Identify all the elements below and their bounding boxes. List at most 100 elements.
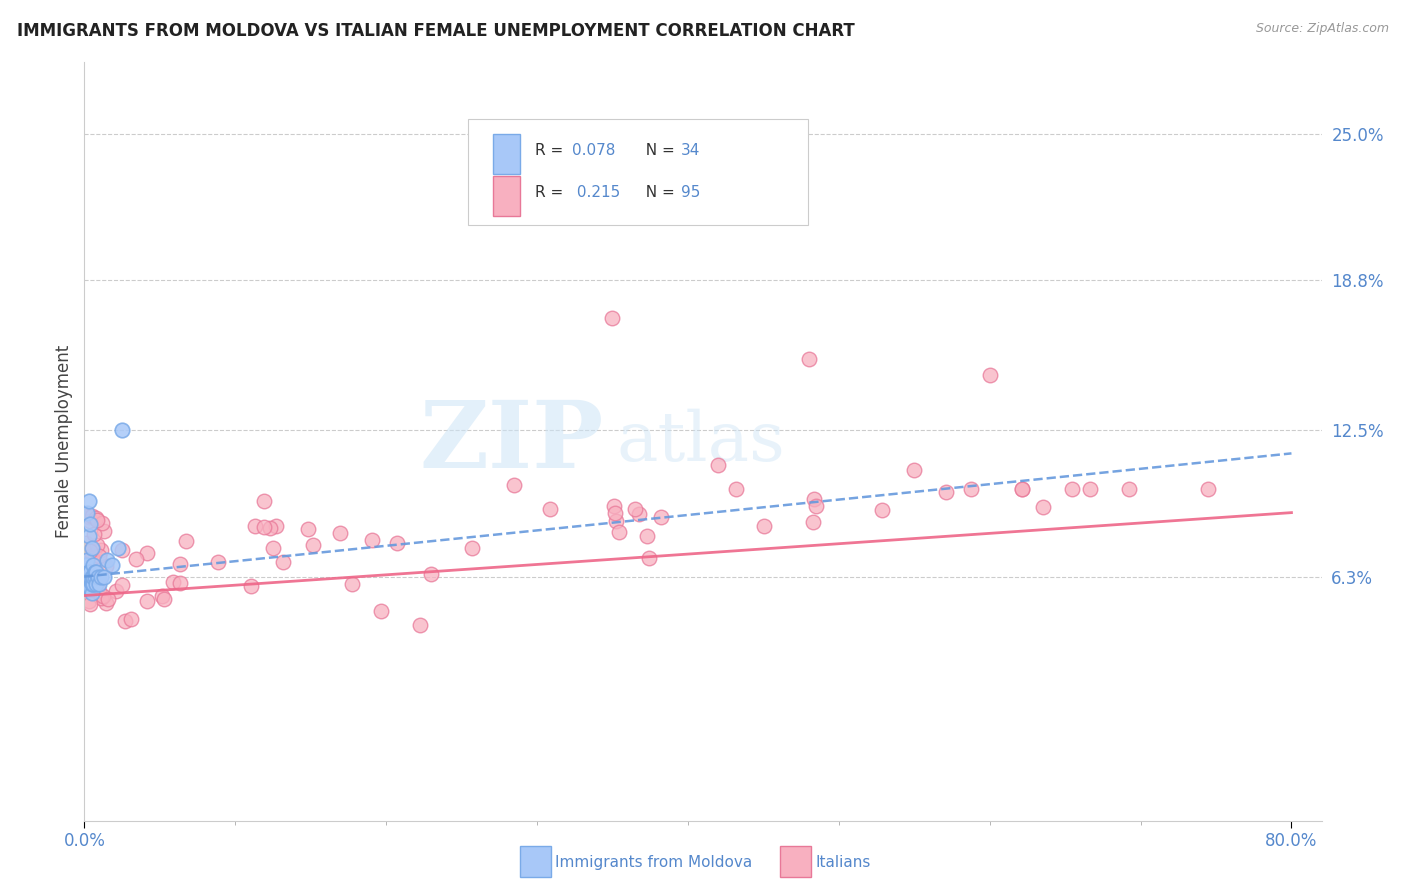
Point — [107, 541, 129, 556]
Text: 34: 34 — [681, 143, 700, 158]
Point — [93, 589, 115, 603]
Point — [264, 518, 287, 533]
Point — [329, 525, 352, 540]
FancyBboxPatch shape — [492, 176, 520, 216]
Point — [605, 514, 627, 528]
Point — [870, 502, 893, 516]
Point — [385, 536, 408, 550]
Point — [89, 576, 111, 591]
Text: Italians: Italians — [815, 855, 870, 870]
Point — [259, 521, 281, 535]
Point — [87, 549, 110, 563]
Point — [419, 567, 441, 582]
Text: N =: N = — [636, 143, 681, 158]
Point — [82, 569, 104, 583]
Point — [90, 591, 112, 606]
Point — [262, 541, 284, 555]
Point — [77, 565, 100, 579]
FancyBboxPatch shape — [468, 120, 808, 226]
Point — [111, 423, 134, 437]
Point — [153, 592, 176, 607]
Point — [79, 569, 101, 583]
Point — [79, 565, 101, 579]
Point — [77, 582, 100, 596]
Point — [77, 493, 100, 508]
Point — [174, 533, 197, 548]
Point — [461, 541, 484, 555]
Point — [724, 482, 747, 496]
Point — [245, 519, 267, 533]
Point — [903, 463, 925, 477]
Point — [84, 569, 107, 583]
Point — [87, 584, 110, 599]
Text: 0.215: 0.215 — [572, 185, 620, 200]
Point — [120, 612, 142, 626]
Point — [79, 597, 101, 611]
Point — [1062, 482, 1084, 496]
Point — [637, 551, 659, 566]
Point — [83, 527, 105, 541]
Point — [125, 552, 148, 566]
Point — [1032, 500, 1054, 515]
Text: IMMIGRANTS FROM MOLDOVA VS ITALIAN FEMALE UNEMPLOYMENT CORRELATION CHART: IMMIGRANTS FROM MOLDOVA VS ITALIAN FEMAL… — [17, 22, 855, 40]
Point — [76, 565, 98, 579]
Point — [1011, 482, 1033, 496]
Point — [80, 541, 103, 556]
Point — [797, 351, 820, 366]
Point — [253, 520, 276, 534]
Point — [111, 578, 134, 592]
Point — [77, 510, 100, 524]
Point — [754, 519, 776, 533]
Point — [1078, 482, 1101, 496]
Point — [603, 499, 626, 513]
Point — [803, 516, 825, 530]
Point — [76, 576, 98, 591]
Point — [409, 617, 432, 632]
Point — [75, 569, 97, 583]
Point — [93, 524, 115, 538]
Point — [80, 586, 103, 600]
Point — [162, 574, 184, 589]
Point — [87, 572, 110, 586]
Point — [82, 576, 104, 591]
Point — [602, 311, 624, 326]
FancyBboxPatch shape — [492, 135, 520, 174]
Point — [240, 578, 263, 592]
Point — [803, 492, 825, 507]
Point — [77, 529, 100, 543]
Point — [86, 565, 108, 579]
Text: R =: R = — [534, 185, 568, 200]
Point — [80, 576, 103, 591]
Point — [169, 576, 191, 591]
Point — [75, 535, 97, 549]
Point — [628, 507, 651, 521]
Point — [93, 569, 115, 583]
Point — [271, 555, 294, 569]
Point — [207, 556, 229, 570]
Point — [77, 582, 100, 597]
Point — [979, 368, 1001, 383]
Point — [114, 614, 136, 628]
Text: ZIP: ZIP — [420, 397, 605, 486]
Point — [960, 482, 983, 496]
Point — [86, 576, 108, 591]
Text: Immigrants from Moldova: Immigrants from Moldova — [555, 855, 752, 870]
Point — [79, 514, 101, 528]
Point — [804, 499, 827, 513]
Point — [607, 524, 630, 539]
Point — [150, 590, 173, 604]
Point — [86, 513, 108, 527]
Point — [1118, 482, 1140, 496]
Point — [111, 543, 134, 558]
Point — [77, 569, 100, 583]
Point — [503, 478, 526, 492]
Point — [90, 542, 112, 557]
Point — [86, 538, 108, 552]
Text: 95: 95 — [681, 185, 700, 200]
Point — [76, 506, 98, 520]
Point — [83, 544, 105, 558]
Point — [935, 484, 957, 499]
Point — [75, 558, 97, 572]
Point — [80, 551, 103, 566]
Point — [80, 569, 103, 583]
